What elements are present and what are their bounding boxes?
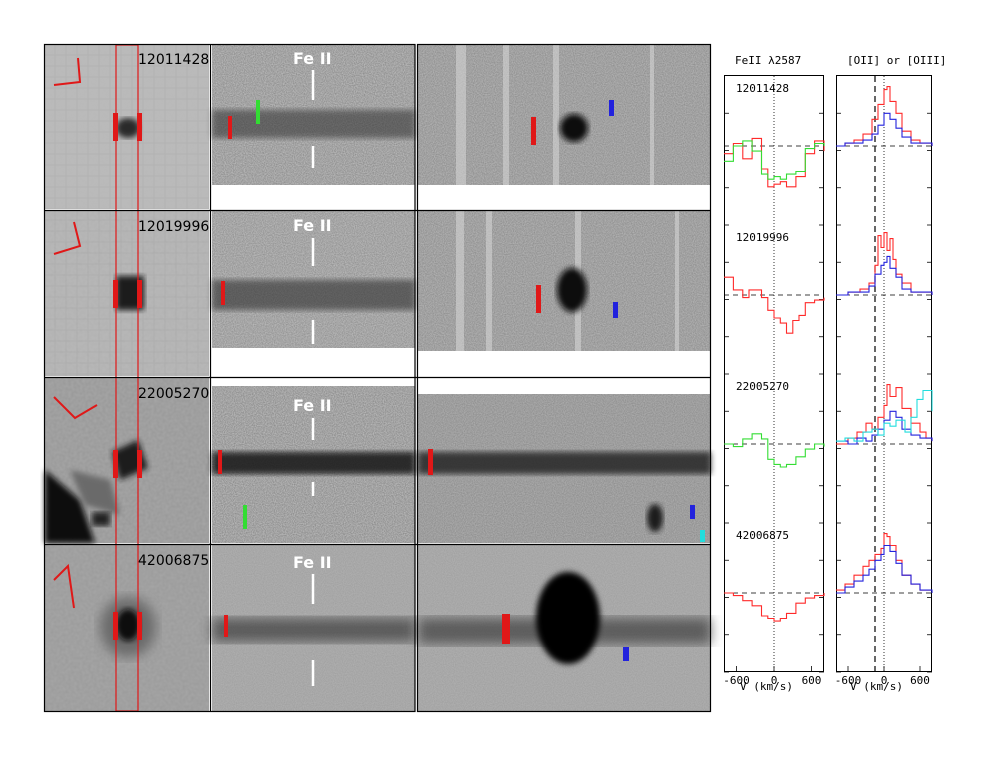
profile-line-red [724, 592, 825, 622]
feii-label: Fe II [293, 49, 332, 68]
x-tick-label: 0 [881, 674, 888, 687]
feii-spectra-column: Fe II Fe II Fe II Fe II [212, 45, 415, 711]
profile-line-red [724, 276, 825, 334]
feii-label: Fe II [293, 216, 332, 235]
profile-line-blue [836, 410, 933, 445]
object-id: 12011428 [138, 52, 209, 68]
profile-line-blue [836, 112, 933, 147]
object-id: 22005270 [138, 386, 209, 402]
compass-arrow-icon [53, 221, 82, 255]
profile-line-red [836, 533, 932, 591]
panel-label: 12019996 [736, 231, 789, 244]
profile-line-blue [836, 255, 933, 296]
profile-plots: 12011428 12019996 22005270 42006875 -600 0 600… [723, 76, 933, 687]
profile-line-cyan [836, 389, 933, 442]
feii-label: Fe II [293, 553, 332, 572]
feii-label: Fe II [293, 396, 332, 415]
thumbnail-row-3 [45, 378, 209, 543]
thumbnail-row-2 [45, 211, 209, 376]
thumbnail-row-4 [45, 545, 209, 711]
x-axis-label-left: V (km/s) [740, 680, 793, 693]
profile-line-green [724, 433, 825, 468]
compass-arrow-icon [53, 396, 98, 420]
x-axis-label-right: V (km/s) [850, 680, 903, 693]
panel-label: 42006875 [736, 529, 789, 542]
panel-label: 22005270 [736, 380, 789, 393]
object-id: 12019996 [138, 219, 209, 235]
x-tick-label: 600 [910, 674, 930, 687]
compass-arrow-icon [53, 563, 75, 609]
object-id: 42006875 [138, 553, 209, 569]
column-title-right: [OII] or [OIII] [847, 54, 946, 67]
x-tick-label: 0 [771, 674, 778, 687]
column-title-left: FeII λ2587 [735, 54, 801, 67]
x-tick-label: 600 [802, 674, 822, 687]
thumbnail-column: 12011428 12019996 22005270 42006875 [45, 44, 209, 712]
profile-line-red [836, 232, 933, 296]
x-tick-label: -600 [723, 674, 750, 687]
panel-label: 12011428 [736, 82, 789, 95]
x-tick-label: -600 [835, 674, 862, 687]
profile-line-blue [836, 544, 933, 594]
compass-arrow-icon [53, 57, 82, 86]
thumbnail-row-1 [45, 45, 209, 209]
emission-spectra-column [418, 45, 711, 711]
slit-markers [113, 113, 142, 640]
profile-line-green [724, 140, 825, 180]
